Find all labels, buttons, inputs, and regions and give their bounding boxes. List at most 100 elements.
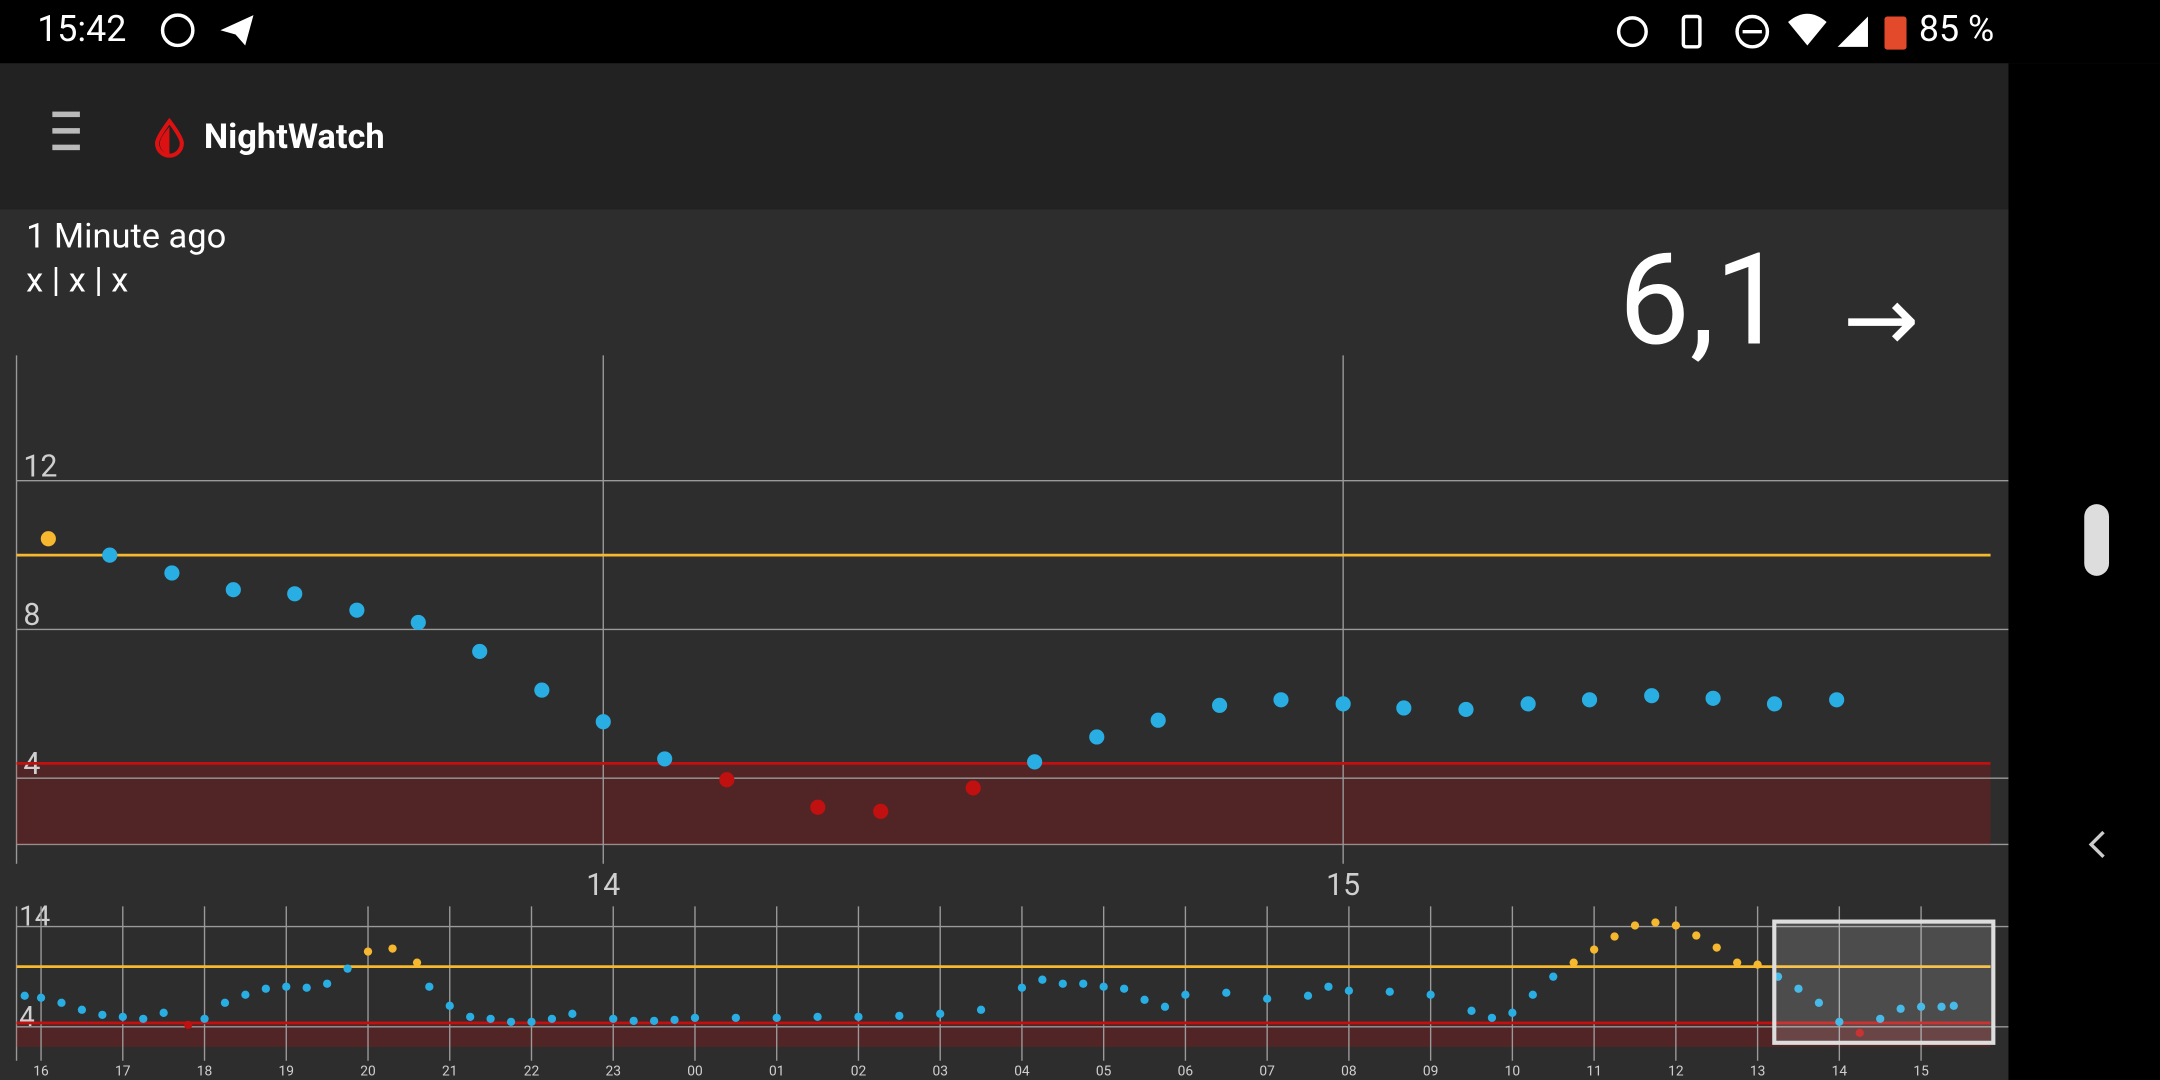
glucose-point xyxy=(670,1015,679,1024)
signal-icon xyxy=(1837,16,1868,47)
x-tick-label: 14 xyxy=(586,868,620,903)
glucose-point xyxy=(20,991,29,1000)
glucose-point xyxy=(1644,688,1660,704)
glucose-point xyxy=(425,982,434,991)
glucose-point xyxy=(1896,1004,1905,1013)
back-chevron[interactable] xyxy=(2088,830,2105,859)
app-icon-fill xyxy=(159,126,170,155)
glucose-point xyxy=(472,643,488,660)
glucose-point xyxy=(363,947,373,956)
scroll-thumb[interactable] xyxy=(2084,504,2110,576)
glucose-point xyxy=(1814,998,1824,1007)
glucose-point xyxy=(1630,921,1640,930)
glucose-point xyxy=(184,1020,193,1029)
glucose-point xyxy=(657,751,673,767)
charts: 4812141541416171819202122230001020304050… xyxy=(16,355,2009,1079)
glucose-point xyxy=(1753,960,1762,969)
menu-button[interactable] xyxy=(52,111,80,151)
battery-icon xyxy=(1884,16,1907,50)
glucose-point xyxy=(1027,754,1043,770)
glucose-point xyxy=(1079,979,1088,988)
glucose-point xyxy=(1017,983,1027,992)
glucose-point xyxy=(1671,921,1680,930)
glucose-point xyxy=(139,1014,148,1023)
glucose-point xyxy=(1528,990,1537,999)
x-tick-label: 05 xyxy=(1096,1063,1112,1079)
glucose-point xyxy=(547,1014,557,1023)
x-tick-label: 20 xyxy=(360,1063,375,1079)
glucose-point xyxy=(241,990,250,999)
viber-icon xyxy=(160,13,195,48)
glucose-point xyxy=(1150,712,1166,728)
glucose-point xyxy=(200,1014,209,1023)
glucose-point xyxy=(1426,990,1435,999)
glucose-point xyxy=(225,582,241,598)
glucose-point xyxy=(1487,1013,1497,1022)
wifi-icon xyxy=(1788,13,1827,46)
side-strip xyxy=(2008,63,2160,1080)
glucose-point xyxy=(629,1016,638,1025)
glucose-point xyxy=(1458,701,1474,718)
glucose-point xyxy=(1222,988,1231,997)
glucose-point xyxy=(1181,990,1190,999)
x-tick-label: 06 xyxy=(1178,1063,1194,1079)
glucose-point xyxy=(445,1001,454,1010)
overview-viewport[interactable] xyxy=(1772,919,1996,1045)
glucose-point xyxy=(343,964,352,973)
glucose-point xyxy=(349,602,365,618)
glucose-point xyxy=(1140,995,1149,1004)
glucose-point xyxy=(1692,931,1701,940)
x-tick-label: 12 xyxy=(1668,1063,1684,1079)
battery-level: 85 % xyxy=(1919,8,1994,50)
app-icon xyxy=(154,117,184,158)
x-tick-label: 15 xyxy=(1326,868,1360,903)
glucose-point xyxy=(164,565,180,581)
glucose-point xyxy=(1160,1002,1170,1011)
x-tick-label: 02 xyxy=(851,1063,867,1079)
glucose-point xyxy=(1733,958,1742,967)
glucose-point xyxy=(1651,918,1660,927)
low-band xyxy=(16,763,1991,845)
reading-value: 6,1 xyxy=(1619,225,1786,374)
glucose-point xyxy=(1344,986,1354,995)
y-tick-label: 8 xyxy=(23,598,40,633)
glucose-point xyxy=(595,714,611,730)
glucose-point xyxy=(323,979,332,988)
x-tick-label: 19 xyxy=(279,1063,294,1079)
glucose-point xyxy=(772,1013,781,1022)
glucose-point xyxy=(466,1012,475,1021)
glucose-point xyxy=(813,1012,822,1021)
glucose-point xyxy=(1089,729,1105,745)
glucose-point xyxy=(220,998,230,1007)
glucose-point xyxy=(77,1005,87,1014)
menu-line xyxy=(52,128,80,134)
glucose-point xyxy=(965,780,981,796)
y-tick-label: 4 xyxy=(19,1000,34,1033)
reading-trend: → xyxy=(1843,267,1919,373)
glucose-point xyxy=(98,1010,107,1019)
glucose-point xyxy=(102,547,118,563)
glucose-point xyxy=(486,1014,495,1023)
x-tick-label: 01 xyxy=(769,1063,784,1079)
x-tick-label: 22 xyxy=(524,1063,540,1079)
glucose-point xyxy=(1937,1002,1946,1011)
glucose-point xyxy=(731,1013,740,1022)
glucose-point xyxy=(649,1016,659,1025)
app-title: NightWatch xyxy=(204,117,385,157)
glucose-point xyxy=(1712,943,1721,952)
glucose-point xyxy=(1520,696,1536,712)
x-tick-label: 17 xyxy=(115,1063,131,1079)
vibrate-icon xyxy=(1681,14,1702,49)
x-tick-label: 07 xyxy=(1259,1063,1275,1079)
glucose-point xyxy=(976,1005,986,1014)
glucose-point xyxy=(1099,982,1108,991)
x-tick-label: 04 xyxy=(1014,1063,1030,1079)
glucose-point xyxy=(1916,1002,1926,1011)
x-tick-label: 03 xyxy=(932,1063,947,1079)
glucose-point xyxy=(1335,696,1351,712)
y-tick-label: 12 xyxy=(23,449,57,484)
glucose-point xyxy=(40,531,56,547)
glucose-point xyxy=(1212,697,1228,713)
app-bar xyxy=(0,63,2009,210)
